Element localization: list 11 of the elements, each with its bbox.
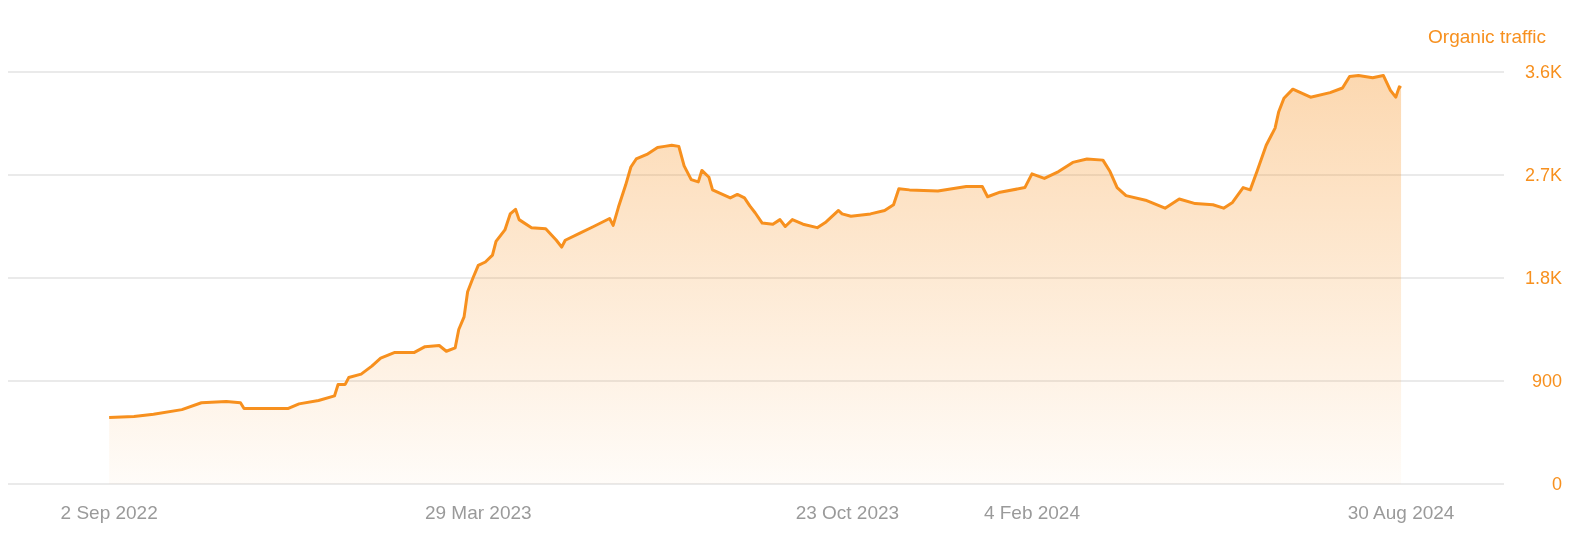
y-tick-label: 3.6K bbox=[1524, 62, 1562, 82]
y-tick-label: 1.8K bbox=[1524, 268, 1562, 288]
x-tick-label: 4 Feb 2024 bbox=[983, 502, 1081, 524]
y-axis-title: Organic traffic bbox=[1428, 26, 1546, 48]
y-tick-label: 900 bbox=[1531, 371, 1562, 391]
y-tick-label: 2.7K bbox=[1524, 165, 1562, 185]
x-tick-label: 30 Aug 2024 bbox=[1347, 502, 1455, 524]
x-tick-label: 23 Oct 2023 bbox=[795, 502, 900, 524]
y-tick-label: 0 bbox=[1551, 474, 1562, 494]
x-tick-label: 29 Mar 2023 bbox=[424, 502, 532, 524]
x-tick-label: 2 Sep 2022 bbox=[60, 502, 158, 524]
